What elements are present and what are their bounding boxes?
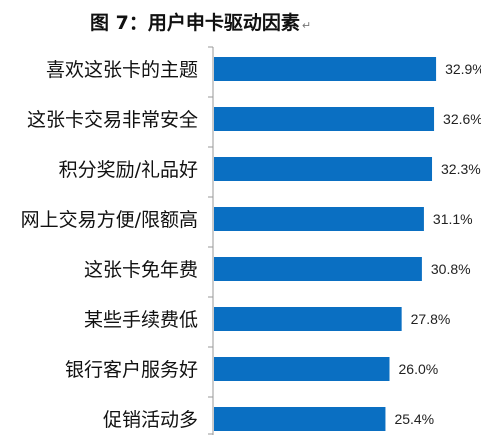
category-label: 积分奖励/礼品好 [59, 159, 198, 181]
bar [214, 207, 424, 231]
data-label: 32.9% [445, 61, 481, 77]
data-label: 25.4% [394, 411, 434, 427]
bar [214, 107, 435, 131]
category-label: 这张卡交易非常安全 [27, 109, 198, 131]
category-label: 某些手续费低 [84, 309, 198, 331]
bar [214, 307, 402, 331]
data-label: 31.1% [433, 211, 473, 227]
bar [214, 157, 433, 181]
category-label: 喜欢这张卡的主题 [46, 59, 198, 81]
chart-title: 图 7：用户申卡驱动因素 ↵ [90, 4, 311, 38]
bar [214, 257, 422, 281]
paragraph-mark-icon: ↵ [301, 18, 312, 32]
bar [214, 357, 390, 381]
data-label: 26.0% [399, 361, 439, 377]
bar [214, 57, 437, 81]
data-label: 30.8% [431, 261, 471, 277]
data-label: 32.6% [443, 111, 481, 127]
category-label: 网上交易方便/限额高 [21, 209, 198, 231]
data-label: 27.8% [411, 311, 451, 327]
category-label: 这张卡免年费 [84, 259, 198, 281]
bar [214, 407, 386, 431]
data-label: 32.3% [441, 161, 481, 177]
category-label: 银行客户服务好 [65, 359, 198, 381]
chart-title-text: 图 7：用户申卡驱动因素 [90, 11, 300, 34]
category-label: 促销活动多 [103, 409, 198, 431]
